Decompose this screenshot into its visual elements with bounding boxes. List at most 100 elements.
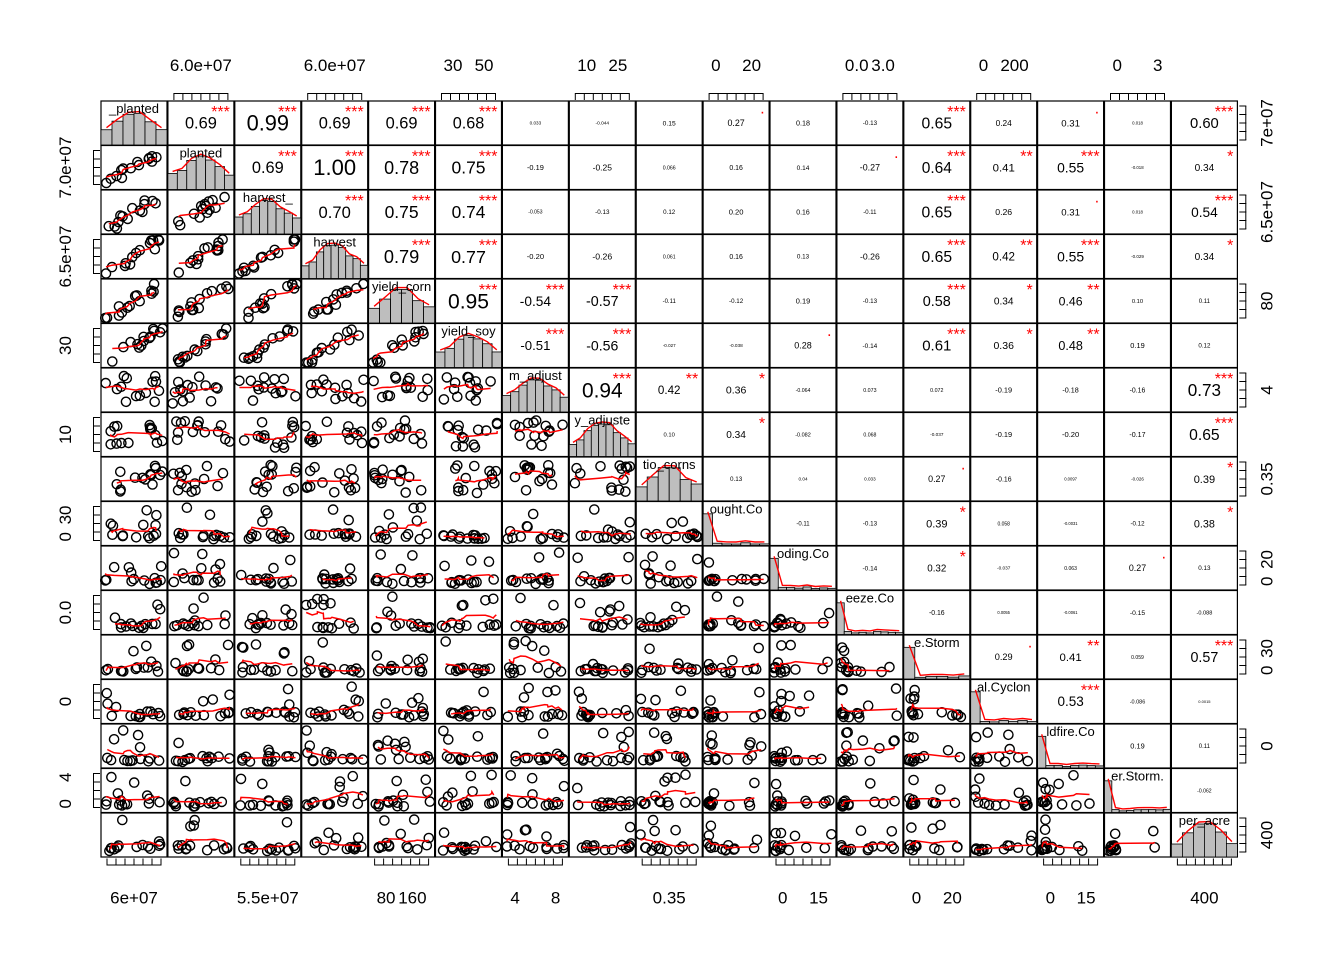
correlation-value: -0.086 (1130, 699, 1146, 705)
data-point (680, 769, 691, 781)
hist-bar (234, 216, 244, 235)
cell-r5-c2 (234, 322, 302, 369)
data-point (865, 778, 876, 789)
data-point (748, 842, 760, 854)
correlation-value: 0.061 (663, 254, 676, 260)
data-point (327, 504, 339, 515)
cell-r2-c1 (167, 189, 235, 235)
cell-r1-c6: -0.19 (501, 144, 569, 191)
cell-r16-c16: per_acre (1170, 812, 1239, 858)
loess-line (576, 800, 631, 806)
cell-r4-c6: -0.54*** (501, 278, 569, 324)
data-point (153, 707, 164, 719)
data-point (263, 744, 274, 756)
data-point (148, 286, 159, 297)
cell-r7-c6 (501, 411, 569, 458)
cell-frame (769, 634, 837, 680)
significance-stars: *** (345, 149, 364, 166)
data-point (1004, 743, 1016, 755)
data-point (1003, 729, 1014, 741)
diag-label: m_adjust (509, 368, 562, 383)
data-point (197, 696, 209, 707)
cell-r6-c1 (167, 367, 235, 413)
data-point (472, 383, 484, 394)
hist-bar (472, 338, 484, 368)
cell-r14-c5 (434, 723, 503, 769)
significance-stars: *** (947, 104, 966, 121)
cell-frame (1036, 189, 1105, 235)
data-point (823, 607, 835, 619)
data-point (415, 502, 427, 513)
data-point (383, 509, 395, 520)
cell-r12-c14: 0.41** (1036, 634, 1105, 680)
correlation-value: 0.69 (319, 115, 351, 133)
cell-frame (167, 767, 235, 814)
hist-bar (100, 129, 113, 146)
data-point (381, 533, 392, 545)
data-point (818, 798, 830, 809)
cell-frame (434, 100, 503, 146)
data-point (369, 469, 381, 481)
data-point (465, 770, 477, 782)
significance-stars: *** (479, 238, 498, 255)
cell-r8-c5 (434, 456, 503, 502)
data-point (137, 206, 148, 218)
correlation-value: -0.54 (520, 294, 552, 309)
correlation-value: 0.55 (1057, 159, 1084, 175)
data-point (318, 593, 330, 605)
hist-bar (368, 307, 381, 324)
data-point (146, 288, 157, 300)
data-point (478, 665, 489, 677)
significance-stars: *** (947, 238, 966, 255)
significance-stars: · (1161, 549, 1166, 566)
cell-r12-c3 (300, 634, 369, 680)
hist-bar (970, 691, 981, 724)
correlation-value: 0.54 (1191, 205, 1218, 220)
axes: 6.0e+07 6.0e+07 30 50 10 25 0 20 0.0 3.0 0 200 0 36e+… (56, 56, 1276, 908)
cell-r9-c16: 0.38* (1170, 500, 1239, 547)
hist-bar (330, 244, 339, 279)
data-point (193, 574, 204, 586)
hist-bar (865, 632, 874, 635)
loess-line (108, 203, 156, 225)
cell-r11-c13: 0.0055 (970, 589, 1038, 636)
data-point (386, 339, 398, 351)
cell-r4-c8: -0.11 (635, 278, 703, 324)
loess-line (177, 335, 227, 361)
data-point (106, 710, 118, 722)
data-point (599, 844, 611, 856)
loess-line (579, 616, 628, 623)
loess-line (106, 748, 160, 758)
significance-stars: *** (947, 282, 966, 299)
data-point (465, 555, 477, 566)
data-point (349, 841, 361, 853)
data-point (539, 711, 551, 722)
cell-frame (702, 144, 770, 191)
data-point (262, 665, 273, 677)
hist-bar (1148, 809, 1157, 813)
correlation-value: 0.018 (1132, 121, 1143, 126)
data-point (150, 577, 162, 589)
data-point (845, 843, 857, 855)
data-point (112, 788, 124, 799)
data-point (111, 223, 123, 234)
data-point (128, 777, 140, 788)
data-point (168, 547, 180, 559)
data-point (666, 517, 678, 529)
significance-stars: *** (345, 104, 364, 121)
density-line (238, 197, 298, 217)
data-point (487, 593, 499, 605)
density-line (1107, 778, 1167, 810)
data-point (267, 332, 279, 344)
data-point (1044, 784, 1055, 796)
cell-frame (769, 500, 837, 547)
data-point (441, 372, 453, 383)
data-point (527, 789, 538, 800)
data-point (269, 442, 281, 453)
data-point (935, 784, 946, 795)
cell-r13-c4 (368, 678, 436, 725)
loess-line (515, 619, 564, 626)
loess-line (577, 574, 629, 582)
loess-line (310, 385, 364, 395)
data-point (410, 331, 421, 343)
